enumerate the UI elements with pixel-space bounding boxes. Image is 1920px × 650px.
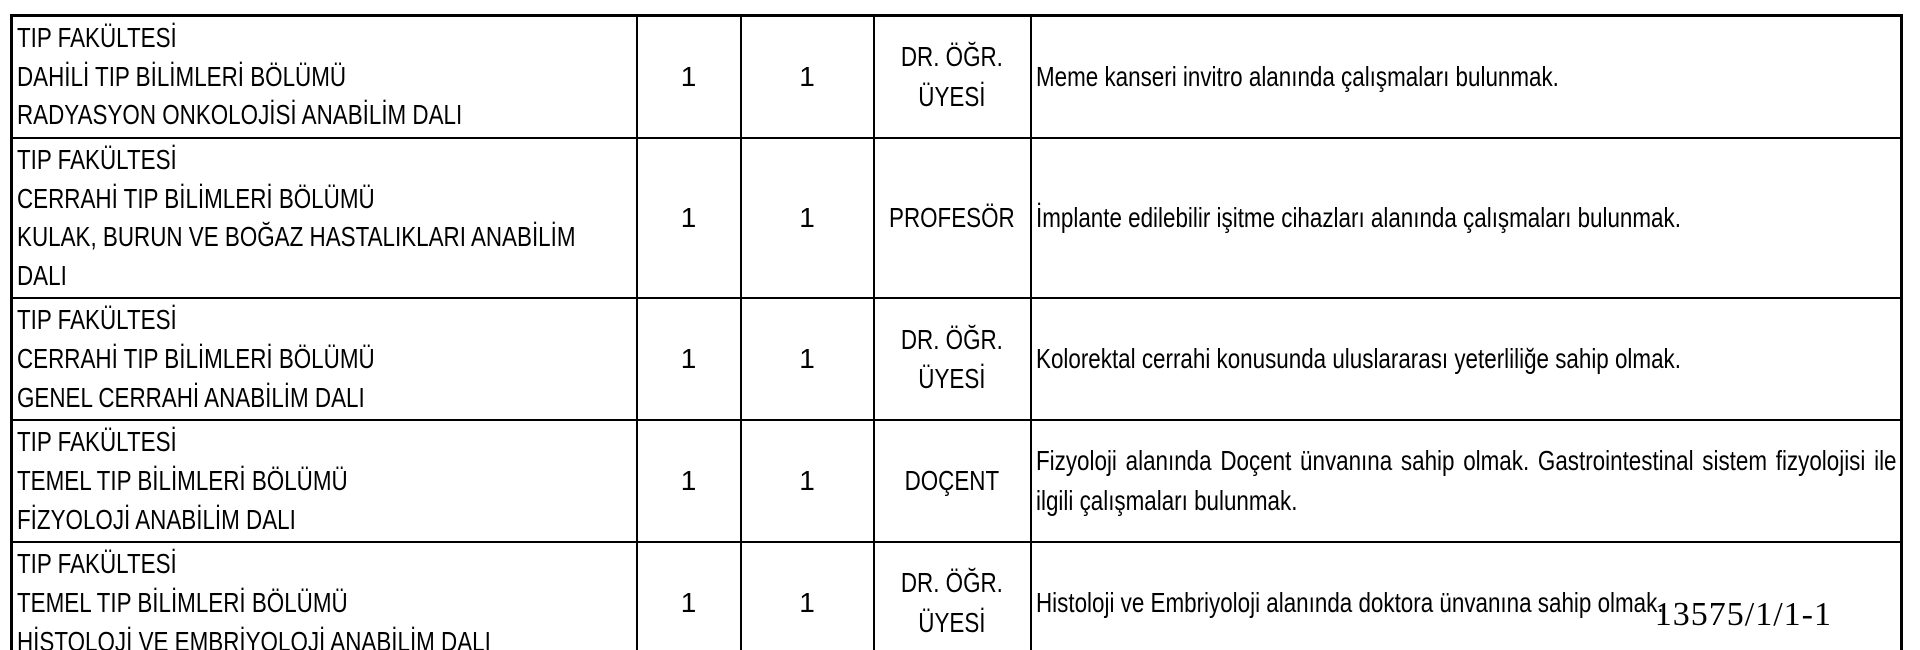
quota-cell: 1: [635, 541, 742, 650]
degree-cell: 1: [739, 297, 875, 422]
division-name: TEMEL TIP BİLİMLERİ BÖLÜMÜ: [17, 465, 348, 496]
faculty-name: TIP FAKÜLTESİ: [17, 426, 177, 458]
requirement-cell: Meme kanseri invitro alanında çalışmalar…: [1029, 14, 1903, 139]
academic-title: PROFESÖR: [889, 202, 1015, 234]
academic-title-cell: DR. ÖĞR. ÜYESİ: [872, 14, 1032, 139]
academic-title: DR. ÖĞR. ÜYESİ: [900, 567, 1004, 639]
faculty-name: TIP FAKÜLTESİ: [17, 22, 177, 53]
quota-cell: 1: [635, 136, 742, 300]
academic-title: DR. ÖĞR. ÜYESİ: [900, 323, 1004, 395]
program-name: FİZYOLOJİ ANABİLİM DALI: [17, 503, 296, 535]
academic-title: DR. ÖĞR. ÜYESİ: [900, 41, 1004, 112]
faculty-name: TIP FAKÜLTESİ: [17, 304, 177, 336]
degree-cell: 1: [739, 419, 875, 544]
program-name: RADYASYON ONKOLOJİSİ ANABİLİM DALI: [17, 99, 463, 131]
academic-title-cell: DR. ÖĞR. ÜYESİ: [872, 297, 1032, 422]
table-row: TIP FAKÜLTESİ DAHİLİ TIP BİLİMLERİ BÖLÜM…: [10, 14, 1903, 139]
program-name: GENEL CERRAHİ ANABİLİM DALI: [17, 381, 365, 413]
faculty-name: TIP FAKÜLTESİ: [17, 548, 177, 580]
quota-cell: 1: [635, 419, 742, 544]
requirement-text: İmplante edilebilir işitme cihazları ala…: [1035, 201, 1681, 233]
academic-title-cell: DOÇENT: [872, 419, 1032, 544]
requirement-cell: Kolorektal cerrahi konusunda uluslararas…: [1029, 297, 1903, 422]
division-name: CERRAHİ TIP BİLİMLERİ BÖLÜMÜ: [17, 343, 375, 375]
requirement-text: Fizyoloji alanında Doçent ünvanına sahip…: [1035, 444, 1897, 517]
requirement-text: Histoloji ve Embriyoloji alanında doktor…: [1035, 586, 1664, 618]
requirement-cell: İmplante edilebilir işitme cihazları ala…: [1029, 136, 1903, 300]
degree-cell: 1: [739, 541, 875, 650]
department-cell: TIP FAKÜLTESİ TEMEL TIP BİLİMLERİ BÖLÜMÜ…: [10, 541, 638, 650]
reference-code: 13575/1/1-1: [1654, 596, 1832, 633]
program-name: KULAK, BURUN VE BOĞAZ HASTALIKLARI ANABİ…: [17, 221, 576, 291]
division-name: DAHİLİ TIP BİLİMLERİ BÖLÜMÜ: [17, 60, 347, 92]
quota-cell: 1: [635, 297, 742, 422]
academic-title-cell: PROFESÖR: [872, 136, 1032, 300]
program-name: HİSTOLOJİ VE EMBRİYOLOJİ ANABİLİM DALI: [17, 625, 491, 650]
table-row: TIP FAKÜLTESİ CERRAHİ TIP BİLİMLERİ BÖLÜ…: [10, 297, 1903, 422]
table-row: TIP FAKÜLTESİ TEMEL TIP BİLİMLERİ BÖLÜMÜ…: [10, 419, 1903, 544]
requirement-cell: Histoloji ve Embriyoloji alanında doktor…: [1029, 541, 1903, 650]
quota-cell: 1: [635, 14, 742, 139]
department-cell: TIP FAKÜLTESİ DAHİLİ TIP BİLİMLERİ BÖLÜM…: [10, 14, 638, 139]
academic-title: DOÇENT: [904, 465, 1000, 497]
degree-cell: 1: [739, 136, 875, 300]
faculty-name: TIP FAKÜLTESİ: [17, 143, 177, 175]
division-name: TEMEL TIP BİLİMLERİ BÖLÜMÜ: [17, 586, 348, 618]
department-cell: TIP FAKÜLTESİ CERRAHİ TIP BİLİMLERİ BÖLÜ…: [10, 136, 638, 300]
degree-cell: 1: [739, 14, 875, 139]
division-name: CERRAHİ TIP BİLİMLERİ BÖLÜMÜ: [17, 182, 375, 214]
department-cell: TIP FAKÜLTESİ TEMEL TIP BİLİMLERİ BÖLÜMÜ…: [10, 419, 638, 544]
table-row: TIP FAKÜLTESİ TEMEL TIP BİLİMLERİ BÖLÜMÜ…: [10, 541, 1903, 650]
requirement-text: Meme kanseri invitro alanında çalışmalar…: [1035, 60, 1559, 92]
academic-title-cell: DR. ÖĞR. ÜYESİ: [872, 541, 1032, 650]
department-cell: TIP FAKÜLTESİ CERRAHİ TIP BİLİMLERİ BÖLÜ…: [10, 297, 638, 422]
positions-table: TIP FAKÜLTESİ DAHİLİ TIP BİLİMLERİ BÖLÜM…: [10, 14, 1903, 650]
requirement-cell: Fizyoloji alanında Doçent ünvanına sahip…: [1029, 419, 1903, 544]
requirement-text: Kolorektal cerrahi konusunda uluslararas…: [1035, 343, 1681, 375]
table-row: TIP FAKÜLTESİ CERRAHİ TIP BİLİMLERİ BÖLÜ…: [10, 136, 1903, 300]
